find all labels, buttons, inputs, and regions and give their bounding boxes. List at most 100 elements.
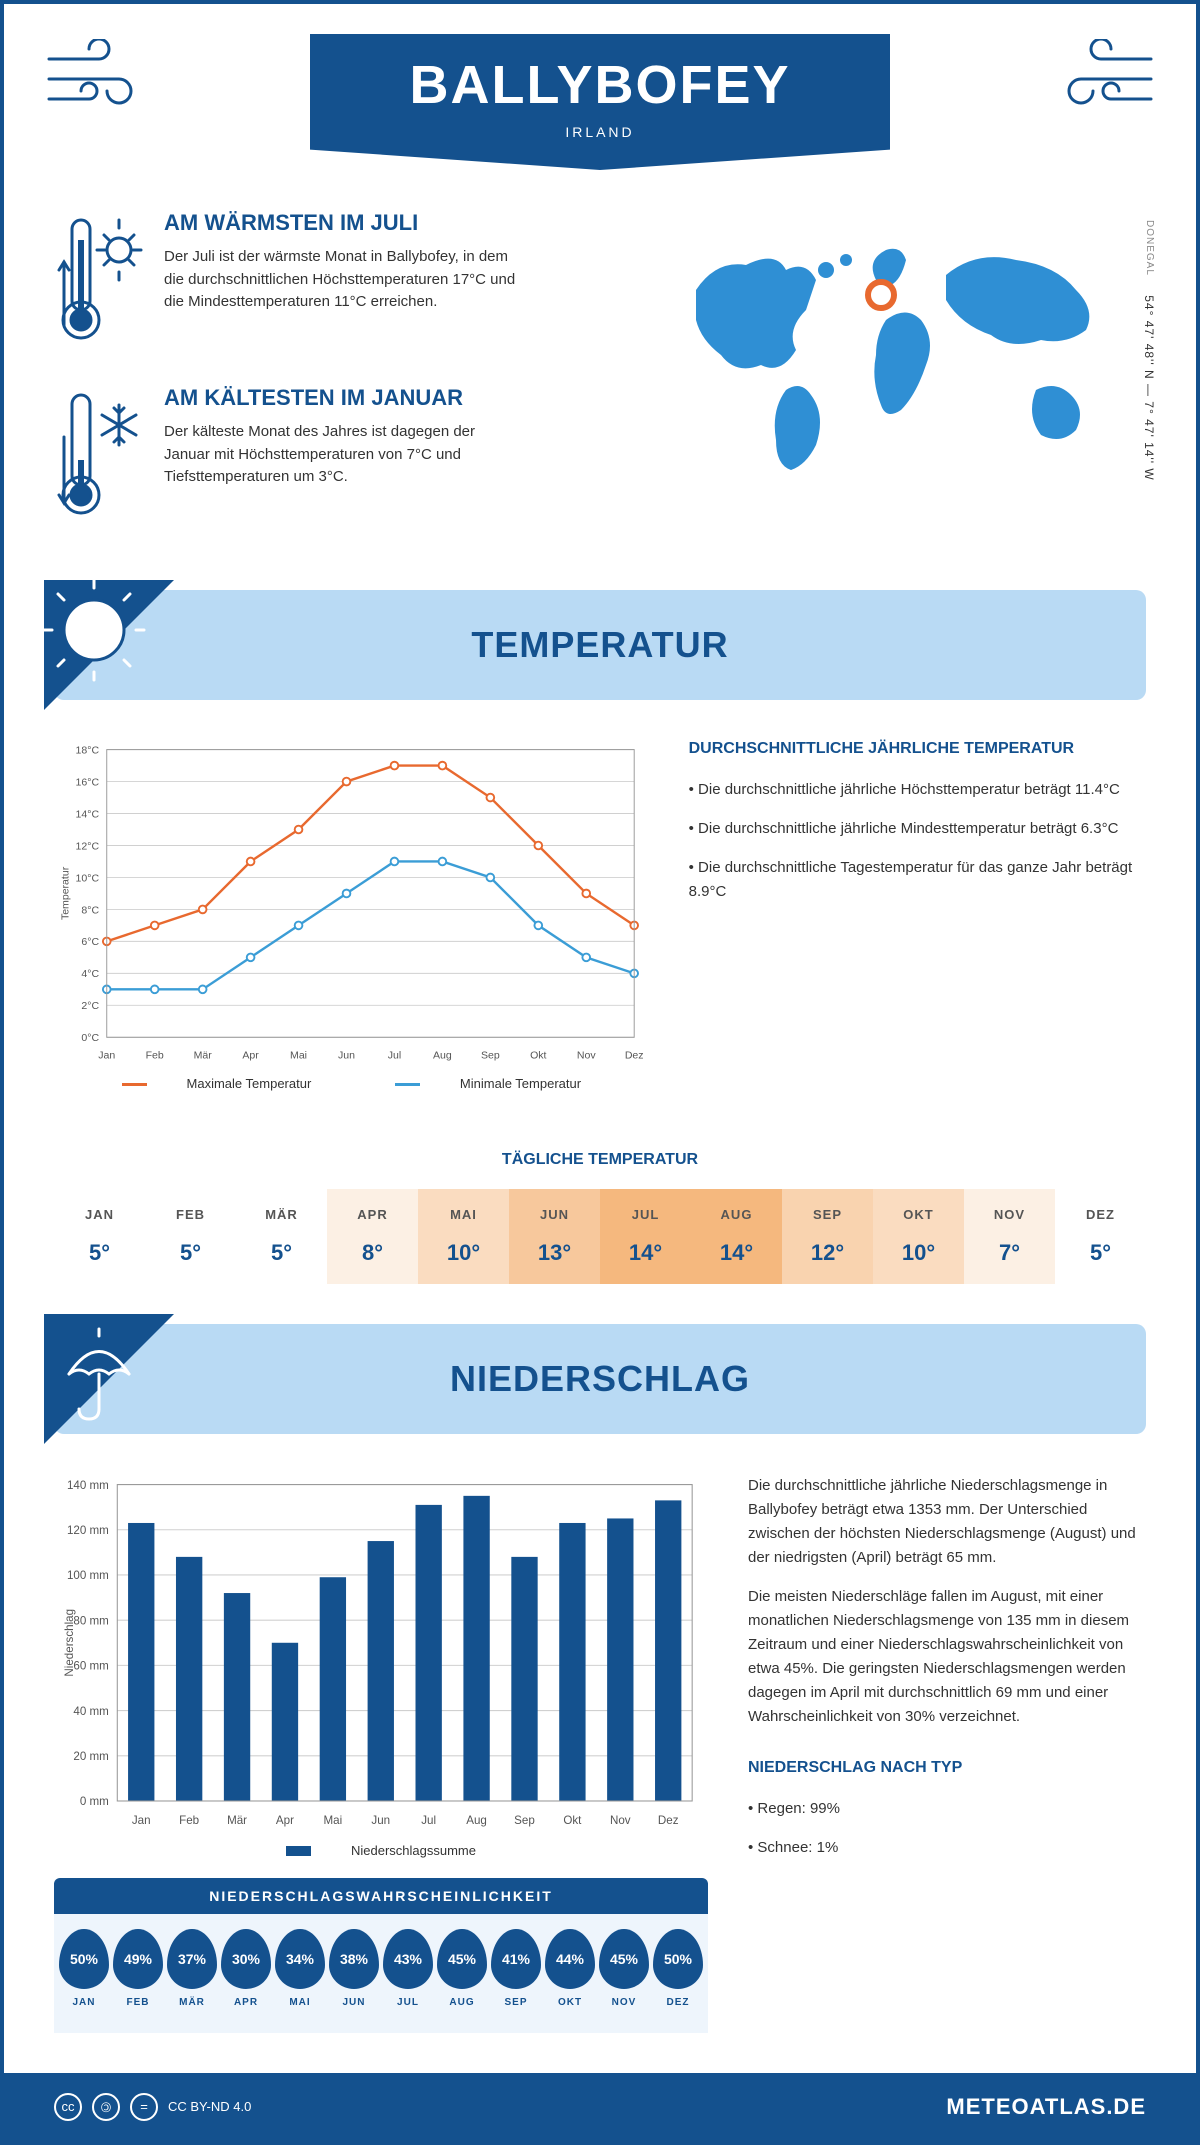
svg-text:Apr: Apr xyxy=(276,1814,294,1827)
fact-warm-title: AM WÄRMSTEN IM JULI xyxy=(164,210,524,236)
temp-section-header: TEMPERATUR xyxy=(54,590,1146,700)
svg-text:120 mm: 120 mm xyxy=(67,1524,109,1537)
svg-text:Jul: Jul xyxy=(421,1814,436,1827)
precip-chart-row: 0 mm20 mm40 mm60 mm80 mm100 mm120 mm140 … xyxy=(4,1434,1196,2073)
precip-legend-label: Niederschlagssumme xyxy=(351,1843,476,1858)
temp-chart-row: 0°C2°C4°C6°C8°C10°C12°C14°C16°C18°CJanFe… xyxy=(4,700,1196,1131)
prob-drop: 30%APR xyxy=(221,1929,271,2008)
svg-text:Sep: Sep xyxy=(481,1049,500,1061)
svg-text:140 mm: 140 mm xyxy=(67,1479,109,1492)
prob-drop: 50%JAN xyxy=(59,1929,109,2008)
title-banner: BALLYBOFEY IRLAND xyxy=(310,34,890,170)
temp-cell: MÄR5° xyxy=(236,1189,327,1284)
svg-text:Mär: Mär xyxy=(227,1814,247,1827)
thermometer-snow-icon xyxy=(54,385,144,525)
fact-warm-text: Der Juli ist der wärmste Monat in Ballyb… xyxy=(164,246,524,314)
info-row: AM WÄRMSTEN IM JULI Der Juli ist der wär… xyxy=(4,170,1196,590)
svg-text:Aug: Aug xyxy=(433,1049,452,1061)
svg-text:Jun: Jun xyxy=(338,1049,355,1061)
site-name: METEOATLAS.DE xyxy=(946,2094,1146,2120)
prob-heading: NIEDERSCHLAGSWAHRSCHEINLICHKEIT xyxy=(54,1878,708,1914)
footer: cc 🄯 = CC BY-ND 4.0 METEOATLAS.DE xyxy=(4,2073,1196,2141)
nd-icon: = xyxy=(130,2093,158,2121)
svg-text:100 mm: 100 mm xyxy=(67,1569,109,1582)
svg-text:2°C: 2°C xyxy=(81,1000,99,1012)
prob-drop: 41%SEP xyxy=(491,1929,541,2008)
prob-drop: 38%JUN xyxy=(329,1929,379,2008)
license-block: cc 🄯 = CC BY-ND 4.0 xyxy=(54,2093,251,2121)
precip-text: Die durchschnittliche jährliche Niedersc… xyxy=(748,1474,1146,2033)
svg-text:Jan: Jan xyxy=(98,1049,115,1061)
temp-cell: NOV7° xyxy=(964,1189,1055,1284)
fact-cold-title: AM KÄLTESTEN IM JANUAR xyxy=(164,385,524,411)
svg-text:Jan: Jan xyxy=(132,1814,151,1827)
prob-drop: 43%JUL xyxy=(383,1929,433,2008)
precip-p1: Die durchschnittliche jährliche Niedersc… xyxy=(748,1474,1146,1570)
temp-cell: MAI10° xyxy=(418,1189,509,1284)
map-column: DONEGAL 54° 47' 48'' N — 7° 47' 14'' W xyxy=(646,210,1146,560)
svg-text:20 mm: 20 mm xyxy=(73,1750,108,1763)
fact-coldest: AM KÄLTESTEN IM JANUAR Der kälteste Mona… xyxy=(54,385,606,525)
legend-max: Maximale Temperatur xyxy=(187,1076,312,1091)
precip-type-bullet: Regen: 99% xyxy=(748,1797,1146,1821)
legend-min: Minimale Temperatur xyxy=(460,1076,581,1091)
by-icon: 🄯 xyxy=(92,2093,120,2121)
precip-type-bullet: Schnee: 1% xyxy=(748,1836,1146,1860)
svg-text:0 mm: 0 mm xyxy=(80,1795,109,1808)
license-text: CC BY-ND 4.0 xyxy=(168,2099,251,2114)
temp-cell: JAN5° xyxy=(54,1189,145,1284)
svg-text:Sep: Sep xyxy=(514,1814,535,1827)
prob-drop: 45%NOV xyxy=(599,1929,649,2008)
svg-text:Temperatur: Temperatur xyxy=(59,866,71,920)
probability-box: NIEDERSCHLAGSWAHRSCHEINLICHKEIT 50%JAN49… xyxy=(54,1878,708,2033)
cc-icon: cc xyxy=(54,2093,82,2121)
temp-stats-heading: DURCHSCHNITTLICHE JÄHRLICHE TEMPERATUR xyxy=(689,740,1146,758)
temp-bullet: Die durchschnittliche jährliche Höchstte… xyxy=(689,778,1146,802)
temp-bullet: Die durchschnittliche Tagestemperatur fü… xyxy=(689,856,1146,904)
temp-cell: FEB5° xyxy=(145,1189,236,1284)
temp-cell: JUL14° xyxy=(600,1189,691,1284)
svg-text:Aug: Aug xyxy=(466,1814,487,1827)
thermometer-sun-icon xyxy=(54,210,144,350)
svg-text:6°C: 6°C xyxy=(81,936,99,948)
prob-drop: 37%MÄR xyxy=(167,1929,217,2008)
city-title: BALLYBOFEY xyxy=(350,54,850,116)
temp-bullet: Die durchschnittliche jährliche Mindestt… xyxy=(689,817,1146,841)
svg-text:Apr: Apr xyxy=(242,1049,259,1061)
precip-type-heading: NIEDERSCHLAG NACH TYP xyxy=(748,1759,1146,1777)
svg-text:Mär: Mär xyxy=(194,1049,213,1061)
precip-type-list: Regen: 99% Schnee: 1% xyxy=(748,1797,1146,1860)
svg-text:Feb: Feb xyxy=(179,1814,199,1827)
sun-icon xyxy=(44,580,174,710)
svg-text:12°C: 12°C xyxy=(76,840,100,852)
precipitation-bar-chart: 0 mm20 mm40 mm60 mm80 mm100 mm120 mm140 … xyxy=(54,1474,708,1833)
probability-row: 50%JAN49%FEB37%MÄR30%APR34%MAI38%JUN43%J… xyxy=(54,1914,708,2033)
wind-icon-right xyxy=(1036,39,1156,119)
temp-cell: SEP12° xyxy=(782,1189,873,1284)
temperature-line-chart: 0°C2°C4°C6°C8°C10°C12°C14°C16°C18°CJanFe… xyxy=(54,740,649,1066)
svg-text:Okt: Okt xyxy=(563,1814,582,1827)
prob-drop: 34%MAI xyxy=(275,1929,325,2008)
precip-p2: Die meisten Niederschläge fallen im Augu… xyxy=(748,1585,1146,1729)
fact-warmest: AM WÄRMSTEN IM JULI Der Juli ist der wär… xyxy=(54,210,606,350)
temp-title: TEMPERATUR xyxy=(471,624,728,666)
svg-text:Jun: Jun xyxy=(371,1814,390,1827)
svg-text:Nov: Nov xyxy=(610,1814,631,1827)
svg-text:14°C: 14°C xyxy=(76,808,100,820)
temp-cell: DEZ5° xyxy=(1055,1189,1146,1284)
wind-icon-left xyxy=(44,39,164,119)
svg-text:Nov: Nov xyxy=(577,1049,596,1061)
umbrella-icon xyxy=(44,1314,174,1444)
svg-text:Niederschlag: Niederschlag xyxy=(63,1609,76,1677)
facts-column: AM WÄRMSTEN IM JULI Der Juli ist der wär… xyxy=(54,210,606,560)
svg-text:Okt: Okt xyxy=(530,1049,546,1061)
svg-text:Dez: Dez xyxy=(625,1049,644,1061)
svg-text:0°C: 0°C xyxy=(81,1032,99,1044)
temp-bullet-list: Die durchschnittliche jährliche Höchstte… xyxy=(689,778,1146,904)
svg-text:Jul: Jul xyxy=(388,1049,401,1061)
precip-chart: 0 mm20 mm40 mm60 mm80 mm100 mm120 mm140 … xyxy=(54,1474,708,2033)
temp-cell: JUN13° xyxy=(509,1189,600,1284)
svg-text:Mai: Mai xyxy=(324,1814,343,1827)
svg-text:10°C: 10°C xyxy=(76,872,100,884)
prob-drop: 50%DEZ xyxy=(653,1929,703,2008)
